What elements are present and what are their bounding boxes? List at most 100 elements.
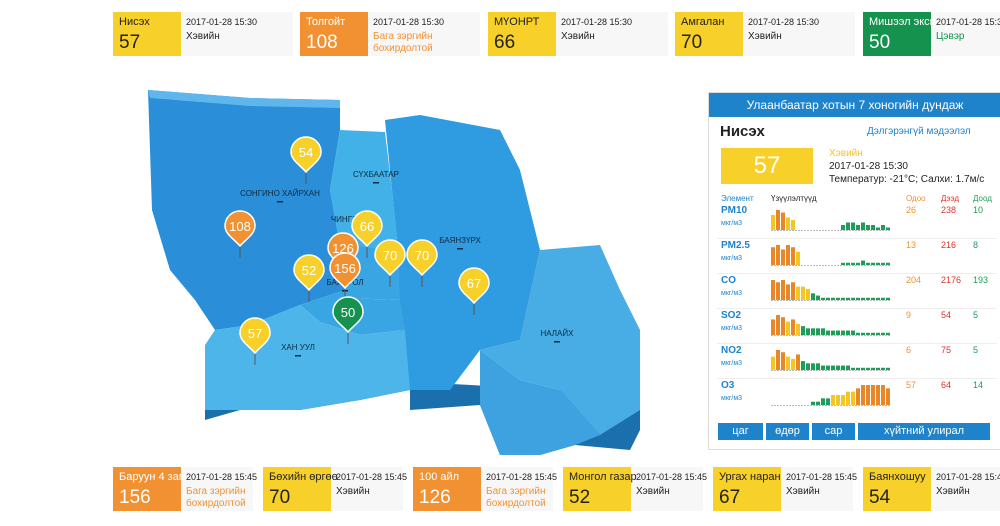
station-card: Баруун 4 зам 156 2017-01-28 15:45 Бага зэрг…	[113, 467, 257, 511]
station-badge: Мишээл экспо 50	[863, 12, 942, 56]
station-badge: Бөхийн өргөө 70	[263, 467, 338, 511]
sparkline-bar	[881, 225, 885, 230]
sparkline-bar	[861, 260, 865, 265]
sparkline-bar	[816, 328, 820, 335]
panel-header: Улаанбаатар хотын 7 хоногийн дундаж	[709, 93, 1000, 117]
sparkline-bar	[801, 326, 805, 335]
period-button[interactable]: сар	[812, 423, 855, 440]
sparkline-bar	[806, 288, 810, 300]
sparkline-bar	[801, 361, 805, 370]
panel-time: 2017-01-28 15:30	[829, 161, 908, 172]
sparkline-bar	[856, 332, 860, 335]
sparkline-bar	[816, 295, 820, 300]
sparkline-bar	[846, 365, 850, 370]
sparkline-bar	[781, 249, 785, 265]
station-time: 2017-01-28 15:30	[561, 17, 633, 27]
sparkline-bar	[786, 284, 790, 300]
value-min: 5	[973, 310, 979, 320]
element-name: PM10	[721, 205, 748, 216]
sparkline-bar	[776, 245, 780, 265]
element-unit: мкг/м3	[721, 255, 743, 262]
station-value: 50	[869, 32, 891, 53]
sparkline-bar	[861, 385, 865, 405]
sparkline-bar	[826, 365, 830, 370]
sparkline-bar	[866, 225, 870, 230]
station-value: 57	[119, 32, 141, 53]
sparkline-bar	[856, 367, 860, 370]
sparkline-bar	[771, 247, 775, 265]
value-now: 13	[906, 240, 917, 250]
pin-value: 67	[467, 276, 481, 291]
pin-marker	[293, 254, 325, 292]
pin-marker	[290, 136, 322, 174]
district-label: НАЛАЙХ	[541, 329, 575, 338]
sparkline-bar	[886, 388, 890, 405]
station-card: МҮОНРТ 66 2017-01-28 15:30 Хэвийн	[488, 12, 668, 56]
sparkline-bar	[871, 262, 875, 265]
sparkline-bar	[796, 354, 800, 370]
station-status: Хэвийн	[186, 31, 220, 42]
pin-marker	[374, 239, 406, 277]
district-dot	[554, 341, 560, 343]
station-name: Монгол газар	[569, 471, 637, 483]
sparkline-bar	[871, 332, 875, 335]
district-label: СҮХБААТАР	[353, 170, 399, 179]
sparkline	[771, 315, 891, 336]
pin-marker	[224, 210, 256, 248]
sparkline-bar	[836, 365, 840, 370]
sparkline	[771, 210, 891, 231]
sparkline-bar	[811, 328, 815, 335]
sparkline-bar	[781, 212, 785, 230]
station-name: Мишээл экспо	[869, 16, 942, 28]
period-button[interactable]: цаг	[718, 423, 763, 440]
sparkline-bar	[851, 262, 855, 265]
station-value: 156	[119, 487, 151, 508]
station-card: Толгойт 108 2017-01-28 15:30 Бага зэргийн б…	[300, 12, 480, 56]
sparkline-bar	[841, 262, 845, 265]
sparkline-bar	[811, 293, 815, 300]
station-name: МҮОНРТ	[494, 16, 540, 28]
panel-status: Хэвийн	[829, 148, 863, 159]
sparkline-bar	[771, 319, 775, 335]
station-badge: Нисэх 57	[113, 12, 181, 56]
column-header: Үзүүлэлтүүд	[771, 194, 817, 203]
sparkline-bar	[776, 210, 780, 230]
period-button[interactable]: өдөр	[766, 423, 809, 440]
sparkline-bar	[856, 262, 860, 265]
value-min: 193	[973, 275, 989, 285]
panel-station: Нисэх	[720, 123, 765, 140]
pin-value: 52	[302, 263, 316, 278]
sparkline-bar	[826, 297, 830, 300]
value-max: 2176	[941, 275, 962, 285]
pin-marker	[239, 317, 271, 355]
station-name: Баруун 4 зам	[119, 471, 187, 483]
period-button[interactable]: хүйтний улирал	[858, 423, 990, 440]
station-card: Монгол газар 52 2017-01-28 15:45 Хэвийн	[563, 467, 707, 511]
sparkline-bar	[851, 297, 855, 300]
pin-marker	[332, 296, 364, 334]
sparkline-bar	[781, 352, 785, 370]
sparkline-bar	[821, 297, 825, 300]
sparkline-bar	[886, 227, 890, 230]
pin-marker	[458, 267, 490, 305]
sparkline-bar	[786, 245, 790, 265]
station-value: 54	[869, 487, 891, 508]
sparkline-bar	[771, 280, 775, 300]
sparkline-bar	[816, 363, 820, 370]
sparkline-bar	[831, 365, 835, 370]
value-min: 10	[973, 205, 984, 215]
sparkline-bar	[866, 332, 870, 335]
value-min: 14	[973, 380, 984, 390]
column-header: Дээд	[941, 194, 960, 203]
row-divider	[717, 238, 997, 239]
sparkline-bar	[841, 330, 845, 335]
sparkline-bar	[796, 323, 800, 335]
station-status: Хэвийн	[636, 486, 670, 497]
sparkline	[771, 245, 891, 266]
sparkline-bar	[806, 363, 810, 370]
station-value: 66	[494, 32, 516, 53]
station-value: 126	[419, 487, 451, 508]
sparkline-bar	[786, 217, 790, 230]
station-time: 2017-01-28 15:30	[373, 17, 445, 27]
element-unit: мкг/м3	[721, 220, 743, 227]
